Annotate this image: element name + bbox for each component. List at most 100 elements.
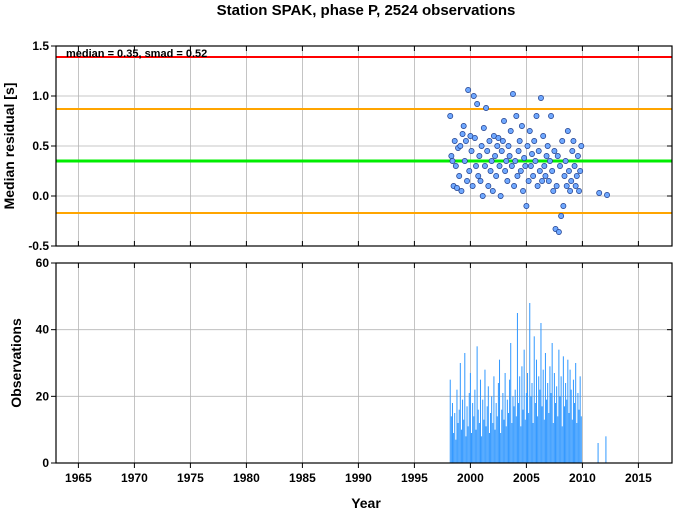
x-tick-label: 1980	[233, 471, 260, 485]
observation-bar	[519, 376, 521, 463]
residual-point	[499, 138, 506, 144]
observation-bar	[547, 383, 549, 463]
residual-point	[574, 153, 581, 159]
bottom-y-tick-label: 0	[42, 456, 49, 470]
residual-point	[452, 163, 459, 169]
residual-point	[523, 203, 530, 209]
observation-bar	[467, 426, 469, 463]
residual-point	[516, 138, 523, 144]
residual-point	[572, 183, 579, 189]
observation-bar	[509, 379, 511, 463]
observation-bar	[539, 389, 541, 463]
residual-point	[503, 158, 510, 164]
residual-point	[505, 143, 512, 149]
observation-bar	[472, 403, 474, 463]
residual-point	[535, 148, 542, 154]
x-tick-label: 2000	[457, 471, 484, 485]
observation-bar	[525, 393, 527, 463]
observation-bar	[570, 389, 572, 463]
x-tick-label: 2015	[625, 471, 652, 485]
observation-bar	[506, 399, 508, 463]
observation-bar	[453, 433, 455, 463]
residual-point	[501, 118, 507, 124]
residual-point	[487, 168, 494, 174]
residual-point	[567, 188, 574, 194]
observation-bar	[569, 369, 571, 463]
observation-bar	[504, 373, 506, 463]
observation-bar	[495, 403, 497, 463]
residual-point	[546, 158, 553, 164]
residual-point	[515, 148, 522, 154]
observation-bar	[556, 386, 558, 463]
residual-point	[524, 143, 531, 149]
residual-point	[564, 128, 571, 134]
residual-point	[573, 173, 580, 179]
observation-bar	[537, 416, 539, 463]
observation-bar	[503, 419, 505, 463]
observation-bar	[486, 406, 488, 463]
observation-bar	[567, 359, 569, 463]
observation-bar	[488, 433, 490, 463]
x-tick-label: 1990	[345, 471, 372, 485]
observation-bar	[491, 396, 493, 463]
observation-bar	[560, 376, 562, 463]
residual-point	[550, 188, 557, 194]
residual-point	[465, 87, 472, 93]
observation-bar	[464, 353, 466, 463]
observation-bar	[553, 373, 555, 463]
top-y-tick-label: 1.5	[32, 39, 49, 53]
observation-bar	[538, 376, 540, 463]
bottom-y-tick-label: 60	[36, 256, 50, 270]
observation-bar	[460, 429, 462, 463]
observation-bar	[483, 419, 485, 463]
residual-point	[484, 148, 491, 154]
residual-point	[534, 183, 541, 189]
residual-point	[520, 188, 526, 194]
observation-bar	[490, 413, 492, 463]
observation-bar	[605, 436, 607, 463]
median-annotation: median = 0.35, smad = 0.52	[66, 48, 207, 60]
x-axis-label: Year	[351, 495, 381, 511]
residual-point	[488, 158, 495, 164]
residual-point	[474, 101, 481, 107]
residual-point	[554, 153, 561, 159]
residual-point	[494, 143, 501, 149]
residual-point	[529, 151, 535, 157]
residual-point	[492, 153, 498, 159]
residual-point	[563, 183, 570, 189]
observation-bar	[574, 403, 576, 463]
residual-point	[457, 143, 464, 149]
observation-bar	[481, 436, 483, 463]
observation-bar	[575, 363, 577, 463]
x-tick-label: 1995	[401, 471, 428, 485]
observation-bar	[516, 313, 518, 463]
observation-bar	[558, 349, 560, 463]
residual-point	[451, 138, 458, 144]
observation-bar	[572, 379, 574, 463]
observation-bar	[555, 403, 557, 463]
observation-bar	[549, 366, 551, 463]
residual-point	[548, 113, 554, 119]
observation-bar	[523, 349, 525, 463]
residual-points	[447, 87, 610, 235]
observation-bar	[568, 413, 570, 463]
residual-point	[568, 178, 575, 184]
residual-point	[479, 193, 486, 199]
top-reference-lines	[56, 56, 672, 214]
residual-point	[561, 173, 568, 179]
observation-bar	[457, 423, 459, 463]
residual-point	[476, 153, 483, 159]
bottom-y-tick-label: 40	[36, 323, 50, 337]
observation-bar	[580, 416, 582, 463]
observation-bar	[562, 356, 564, 463]
x-tick-label: 1965	[65, 471, 92, 485]
residual-point	[517, 168, 524, 174]
residual-point	[522, 163, 529, 169]
residual-point	[555, 229, 562, 235]
observation-bar	[512, 396, 514, 463]
observation-bar	[499, 359, 501, 463]
residual-point	[456, 173, 463, 179]
observation-bar	[524, 419, 526, 463]
residual-point	[560, 203, 567, 209]
